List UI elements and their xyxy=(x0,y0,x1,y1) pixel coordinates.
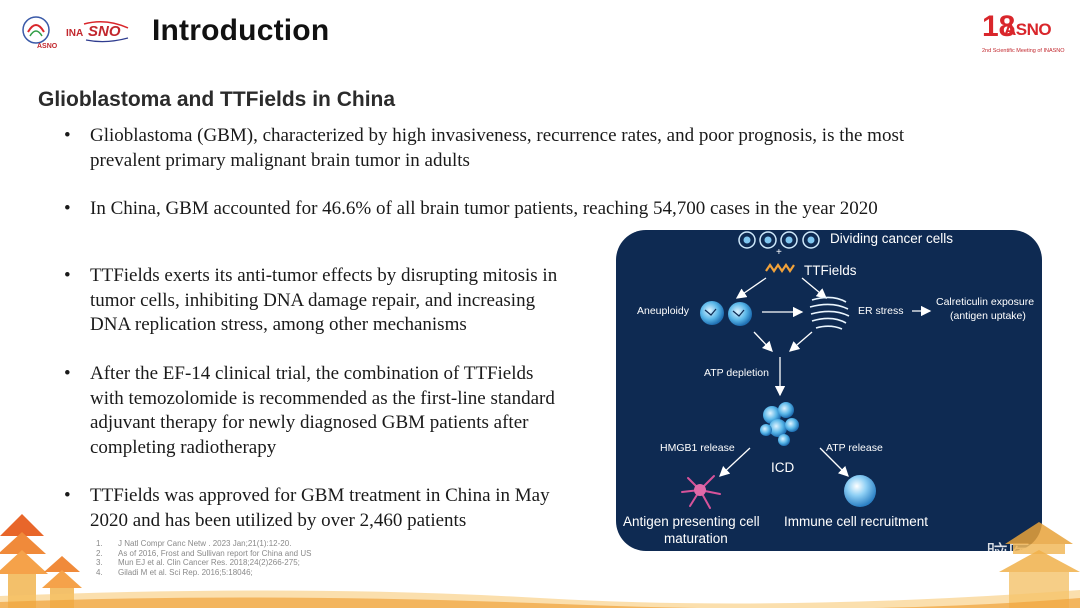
label-plus: + xyxy=(776,247,782,258)
label-atp-depletion: ATP depletion xyxy=(704,367,769,379)
logo-word: ASNO xyxy=(1004,20,1052,39)
dividing-cells-icon xyxy=(738,231,820,249)
logo-tagline: 2nd Scientific Meeting of INASNO xyxy=(982,48,1065,54)
label-dividing-cells: Dividing cancer cells xyxy=(830,231,954,246)
label-icd: ICD xyxy=(771,460,795,475)
label-immune-recruitment: Immune cell recruitment xyxy=(784,514,929,529)
bullet-dot: • xyxy=(64,125,71,146)
svg-text:SNO: SNO xyxy=(88,23,121,40)
bullet-line: After the EF-14 clinical trial, the comb… xyxy=(90,363,534,384)
bullet-gbm-china: • In China, GBM accounted for 46.6% of a… xyxy=(64,197,990,222)
bullet-line: adjuvant therapy for newly diagnosed GBM… xyxy=(90,412,529,433)
aneuploidy-cells-icon xyxy=(700,301,752,326)
ttfields-mechanism-diagram: Dividing cancer cells + TTFields Aneuplo… xyxy=(616,230,1042,551)
label-apc-maturation: maturation xyxy=(664,531,728,546)
bullet-dot: • xyxy=(64,485,71,506)
bullet-line: tumor cells, inhibiting DNA damage repai… xyxy=(90,289,536,311)
svg-text:INA: INA xyxy=(66,28,83,39)
inasno-logo: INA SNO xyxy=(66,18,132,44)
er-stress-icon xyxy=(809,296,850,330)
label-er-stress: ER stress xyxy=(858,305,904,317)
bottom-wave-decoration xyxy=(0,578,1080,609)
bullet-line: Glioblastoma (GBM), characterized by hig… xyxy=(90,125,905,146)
reference-item: 1. J Natl Compr Canc Netw . 2023 Jan;21(1… xyxy=(96,539,292,548)
section-heading: Glioblastoma and TTFields in China xyxy=(38,88,396,111)
asno-logo: ASNO xyxy=(20,14,60,50)
bullet-ef14-trial: • After the EF-14 clinical trial, the co… xyxy=(64,362,600,460)
immune-cell-icon xyxy=(844,475,876,507)
logo-number: 18 xyxy=(982,10,1016,43)
label-antigen-uptake: (antigen uptake) xyxy=(950,310,1026,322)
bullet-line: with temozolomide is recommended as the … xyxy=(90,387,555,409)
antigen-presenting-cell-icon xyxy=(681,475,721,509)
bullet-gbm-overview: • Glioblastoma (GBM), characterized by h… xyxy=(64,124,990,173)
ttfields-wave-icon xyxy=(765,263,795,273)
page-title: Introduction xyxy=(152,14,330,47)
bullet-line: DNA replication stress, among other mech… xyxy=(90,314,467,335)
bullet-line: prevalent primary malignant brain tumor … xyxy=(90,149,470,171)
label-hmgb1-release: HMGB1 release xyxy=(660,442,735,454)
reference-item: 2. As of 2016, Frost and Sullivan report … xyxy=(96,548,312,558)
icd-cells-icon xyxy=(760,402,799,446)
references: 1. J Natl Compr Canc Netw . 2023 Jan;21(1… xyxy=(96,539,311,577)
bullet-line: TTFields exerts its anti-tumor effects b… xyxy=(90,265,558,286)
bullet-line: TTFields was approved for GBM treatment … xyxy=(90,485,550,506)
reference-item: 3. Mun EJ et al. Clin Cancer Res. 2018;24… xyxy=(96,558,300,568)
bullet-line: In China, GBM accounted for 46.6% of all… xyxy=(90,198,878,219)
bullet-ttfields-mechanism: • TTFields exerts its anti-tumor effects… xyxy=(64,264,600,338)
temple-decoration-left xyxy=(0,506,90,608)
label-ttfields: TTFields xyxy=(804,263,857,278)
asno-18-logo: 18 ASNO 2nd Scientific Meeting of INASNO xyxy=(982,10,1066,58)
bullet-dot: • xyxy=(64,198,71,219)
bullet-approval-china: • TTFields was approved for GBM treatmen… xyxy=(64,484,600,533)
reference-item: 4. Giladi M et al. Sci Rep. 2016;5:18046; xyxy=(96,567,253,577)
bullet-dot: • xyxy=(64,265,71,286)
bullet-dot: • xyxy=(64,363,71,384)
bullet-line: completing radiotherapy xyxy=(90,436,277,458)
label-apc: Antigen presenting cell xyxy=(623,514,760,529)
svg-text:ASNO: ASNO xyxy=(37,43,58,50)
label-calreticulin: Calreticulin exposure xyxy=(936,296,1035,308)
bullet-line: 2020 and has been utilized by over 2,460… xyxy=(90,509,467,531)
label-aneuploidy: Aneuploidy xyxy=(637,305,689,317)
label-atp-release: ATP release xyxy=(826,442,883,454)
